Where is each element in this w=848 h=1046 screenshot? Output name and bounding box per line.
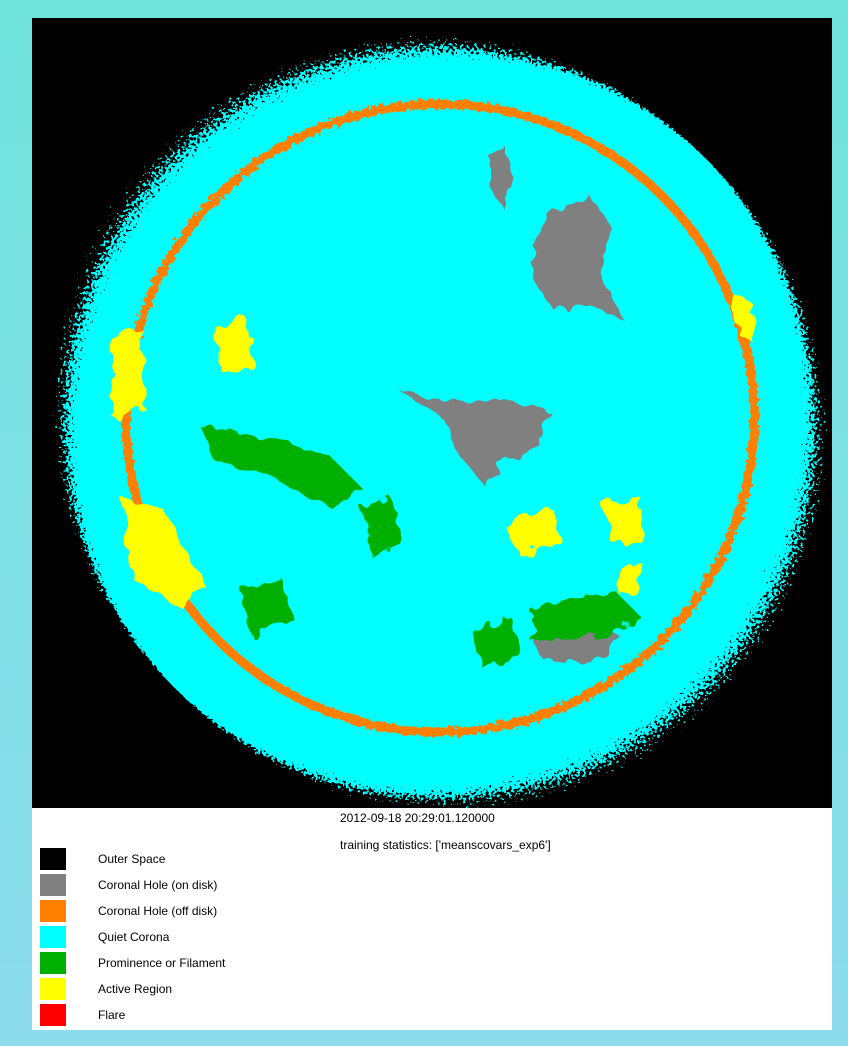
legend-swatch bbox=[40, 1004, 66, 1026]
active-region bbox=[602, 498, 642, 543]
active-region bbox=[112, 328, 144, 418]
legend-label: Coronal Hole (off disk) bbox=[98, 904, 218, 918]
filament bbox=[242, 578, 292, 638]
coronal-hole bbox=[532, 198, 622, 318]
legend-label: Outer Space bbox=[98, 852, 166, 866]
panel: 2012-09-18 20:29:01.120000 training stat… bbox=[32, 18, 832, 1030]
filament bbox=[362, 498, 402, 558]
filament bbox=[472, 618, 522, 668]
legend-swatch bbox=[40, 848, 66, 870]
active-region bbox=[617, 563, 642, 593]
corona bbox=[65, 48, 815, 798]
coronal-hole bbox=[402, 393, 552, 488]
coronal-hole bbox=[487, 148, 512, 208]
timestamp: 2012-09-18 20:29:01.120000 bbox=[340, 811, 495, 825]
filament bbox=[532, 588, 642, 643]
regions bbox=[112, 148, 754, 668]
legend-label: Prominence or Filament bbox=[98, 956, 226, 970]
legend-swatch bbox=[40, 874, 66, 896]
legend-label: Flare bbox=[98, 1008, 126, 1022]
legend-swatch bbox=[40, 926, 66, 948]
active-region bbox=[122, 498, 207, 608]
legend-swatch bbox=[40, 978, 66, 1000]
legend-swatch bbox=[40, 952, 66, 974]
legend-label: Coronal Hole (on disk) bbox=[98, 878, 218, 892]
training-statistics: training statistics: ['meanscovars_exp6'… bbox=[340, 838, 551, 852]
legend-label: Quiet Corona bbox=[98, 930, 170, 944]
sun-image bbox=[32, 18, 832, 808]
filament bbox=[202, 428, 362, 508]
legend-swatch bbox=[40, 900, 66, 922]
active-region bbox=[502, 508, 562, 558]
active-region bbox=[732, 293, 754, 343]
limb bbox=[121, 99, 759, 737]
active-region bbox=[212, 318, 252, 373]
legend-label: Active Region bbox=[98, 982, 173, 996]
